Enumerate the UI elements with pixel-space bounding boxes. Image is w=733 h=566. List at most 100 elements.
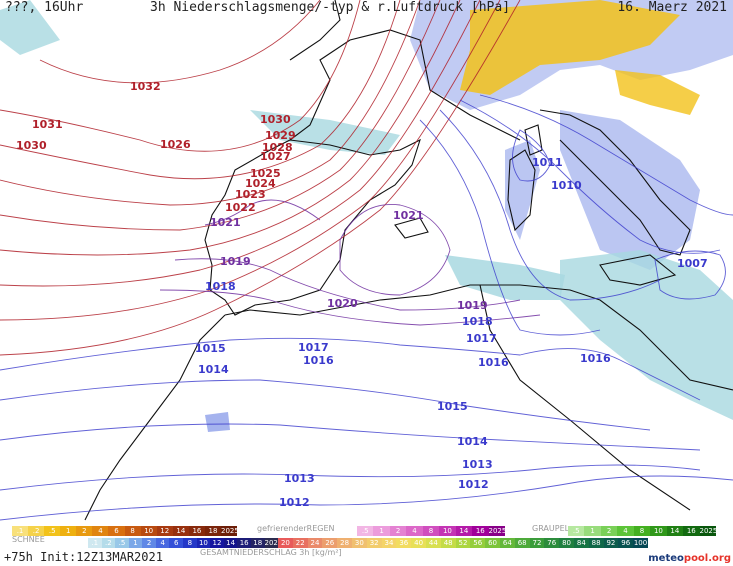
- legend-swatch: 14: [223, 538, 238, 548]
- map-title: 3h Niederschlagsmenge/-typ & r.Luftdruck…: [150, 0, 511, 15]
- isobar-label: 1018: [205, 280, 236, 293]
- coast-corsica: [524, 124, 543, 156]
- legend-swatch: 16: [237, 538, 251, 548]
- coast-balearic: [394, 217, 429, 239]
- precip-italy: [560, 110, 700, 270]
- legend-swatch: 10: [140, 526, 157, 536]
- coast-britain: [289, 0, 341, 61]
- legend-swatch: 2025+: [221, 526, 238, 536]
- isobar-label: 1014: [198, 363, 229, 376]
- legend-swatch: 2: [142, 538, 156, 548]
- isobar-label: 1032: [130, 80, 161, 93]
- precip-atlas: [205, 412, 230, 432]
- legend-swatch: .2: [101, 538, 116, 548]
- legend-swatch: .5: [357, 526, 374, 536]
- legend-swatch: 92: [603, 538, 619, 548]
- precip-east-yellow: [615, 70, 700, 115]
- isobar-label: 1015: [195, 342, 226, 355]
- legend-swatch: 20: [278, 538, 293, 548]
- legend-swatch: 28: [337, 538, 352, 548]
- map-date: 16. Maerz 2021: [617, 0, 727, 15]
- legend-swatch: .1: [88, 538, 102, 548]
- legend-swatch: 48: [440, 538, 456, 548]
- legend-swatch: 18: [250, 538, 265, 548]
- legend-swatch: 52: [455, 538, 471, 548]
- isobar-label: 1029: [265, 129, 296, 142]
- legend-swatch: .1: [12, 526, 29, 536]
- isobars-low: [0, 94, 733, 521]
- legend-swatch: 1: [584, 526, 601, 536]
- isobar-label: 1027: [260, 150, 291, 163]
- isobar-label: 1011: [532, 156, 563, 169]
- legend-swatch: 8: [633, 526, 651, 536]
- isobar-label: 1010: [551, 179, 582, 192]
- isobar-label: 1017: [298, 341, 329, 354]
- isobar-label: 1014: [457, 435, 488, 448]
- isobar-label: 1019: [220, 255, 251, 268]
- legend-swatch: 8: [124, 526, 141, 536]
- isobar-label: 1015: [437, 400, 468, 413]
- legend-swatch: .5: [568, 526, 585, 536]
- legend-total-label: GESAMTNIEDERSCHLAG 3h [kg/m²]: [200, 548, 342, 557]
- isobar-label: 1017: [466, 332, 497, 345]
- isobar-label: 1016: [478, 356, 509, 369]
- isobar-label: 1007: [677, 257, 708, 270]
- legend-swatch: 34: [381, 538, 397, 548]
- precip-sardinia: [505, 140, 540, 240]
- legend-swatch: 4: [155, 538, 170, 548]
- legend-swatch: 10: [196, 538, 211, 548]
- isobar-label: 1013: [284, 472, 315, 485]
- legend-swatch: 8: [422, 526, 440, 536]
- isobar-label: 1022: [225, 201, 256, 214]
- legend-swatch: 2: [76, 526, 93, 536]
- legend-swatch: 10: [439, 526, 456, 536]
- isobar-label: 1030: [260, 113, 291, 126]
- coast-northafrica: [224, 284, 733, 391]
- legend-swatch: 24: [307, 538, 323, 548]
- legend-swatch: 2: [389, 526, 407, 536]
- isobar-label: 1012: [458, 478, 489, 491]
- coast-morocco: [84, 314, 226, 521]
- legend-swatch: 60: [485, 538, 500, 548]
- brand-name-right: pool.org: [683, 553, 731, 564]
- legend-swatch: 1: [60, 526, 77, 536]
- legend-swatch: 64: [499, 538, 515, 548]
- legend-swatch: 6: [169, 538, 184, 548]
- legend-swatch: 8: [183, 538, 197, 548]
- isobar-label: 1028: [262, 141, 293, 154]
- legend-swatch: 14: [455, 526, 473, 536]
- coast-sicily: [599, 254, 677, 286]
- legend-swatch: 40: [411, 538, 426, 548]
- legend-swatch: 2025+: [699, 526, 716, 536]
- legend-swatch: 1: [128, 538, 143, 548]
- legend-swatch: .2: [28, 526, 45, 536]
- isobar-label: 1025: [250, 167, 281, 180]
- legend-swatch: 16: [472, 526, 489, 536]
- legend-snow-label: SCHNEE: [12, 535, 45, 544]
- legend-freezing-label: gefrierenderREGEN: [257, 524, 335, 533]
- isobar-label: 1013: [462, 458, 493, 471]
- legend-swatch: 100: [633, 538, 648, 548]
- isobars-high: [0, 0, 521, 356]
- isobar-label: 1023: [235, 188, 266, 201]
- legend-swatch: 16: [683, 526, 700, 536]
- legend-swatch: .5: [44, 526, 61, 536]
- isobar-label: 1031: [32, 118, 63, 131]
- legend-swatch: 84: [573, 538, 589, 548]
- legend-swatch: 12: [210, 538, 224, 548]
- brand-logo[interactable]: meteopool.org: [648, 553, 731, 564]
- legend-swatch: 88: [588, 538, 604, 548]
- legend-swatch: 76: [544, 538, 560, 548]
- legend-swatch: 72: [529, 538, 545, 548]
- legend-swatch: 68: [514, 538, 530, 548]
- isobar-label: 1016: [580, 352, 611, 365]
- coast-sardinia: [507, 149, 536, 232]
- header-left: ???, 16Uhr: [5, 0, 84, 15]
- legend-swatch: 4: [406, 526, 423, 536]
- isobar-label: 1016: [303, 354, 334, 367]
